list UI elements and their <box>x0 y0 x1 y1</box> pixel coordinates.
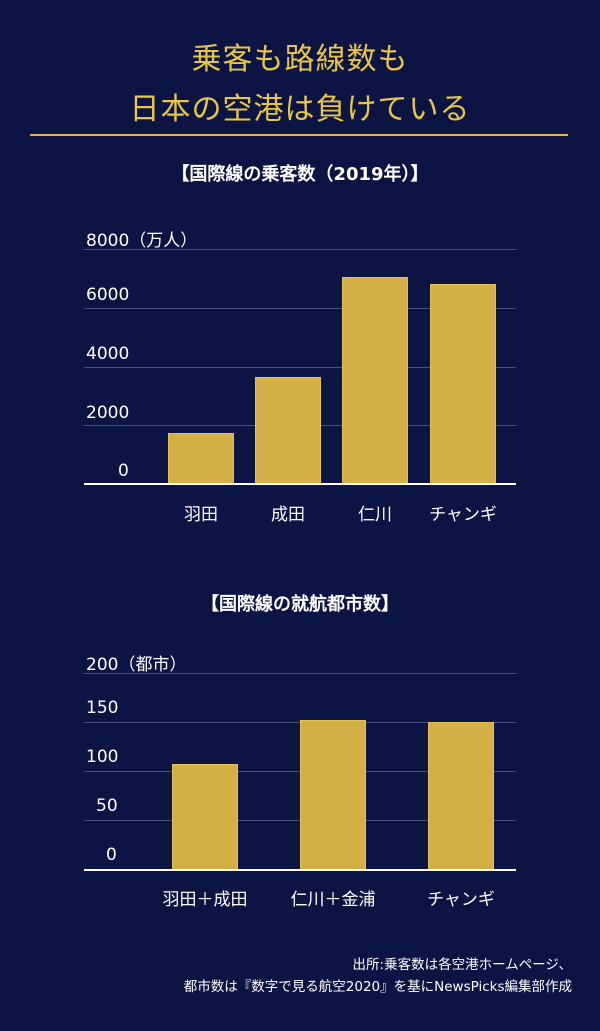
headline-line-2: 日本の空港は負けている <box>129 92 471 127</box>
x-label-haneda: 羽田 <box>184 505 218 525</box>
bar-incheon-gimpo <box>300 720 366 870</box>
chart-title: 【国際線の就航都市数】 <box>201 594 399 615</box>
headline-line-1: 乗客も路線数も <box>191 42 409 77</box>
x-label-narita: 成田 <box>271 505 305 525</box>
bar-changi <box>430 284 496 484</box>
y-tick-2000: 2000 <box>86 403 130 423</box>
gridline <box>84 673 516 674</box>
y-tick-150: 150 <box>86 698 119 718</box>
x-axis <box>84 483 516 485</box>
x-label-changi: チャンギ <box>429 505 497 525</box>
source-note-line-1: 出所:乗客数は各空港ホームページ、 <box>352 957 572 973</box>
y-tick-50: 50 <box>96 796 118 816</box>
gridline <box>84 367 516 368</box>
y-tick-0: 0 <box>118 461 129 481</box>
x-label-incheon-gimpo: 仁川＋金浦 <box>290 890 376 910</box>
bar-changi <box>428 722 494 870</box>
divider <box>30 134 568 136</box>
y-tick-0: 0 <box>106 845 117 865</box>
bar-narita <box>255 377 321 484</box>
y-tick-8000: 8000（万人） <box>86 231 198 251</box>
x-axis <box>84 869 516 871</box>
x-label-incheon: 仁川 <box>358 505 392 525</box>
x-label-haneda-narita: 羽田＋成田 <box>162 890 248 910</box>
y-tick-6000: 6000 <box>86 285 130 305</box>
bar-haneda-narita <box>172 764 238 870</box>
gridline <box>84 249 516 250</box>
x-label-changi: チャンギ <box>427 890 495 910</box>
source-note-line-2: 都市数は『数字で見る航空2020』を基にNewsPicks編集部作成 <box>183 979 572 995</box>
y-tick-200: 200（都市） <box>86 655 187 675</box>
y-tick-4000: 4000 <box>86 344 130 364</box>
y-tick-100: 100 <box>86 747 119 767</box>
bar-incheon <box>342 277 408 484</box>
bar-haneda <box>168 433 234 484</box>
gridline <box>84 308 516 309</box>
chart-title: 【国際線の乗客数（2019年）】 <box>171 164 429 185</box>
